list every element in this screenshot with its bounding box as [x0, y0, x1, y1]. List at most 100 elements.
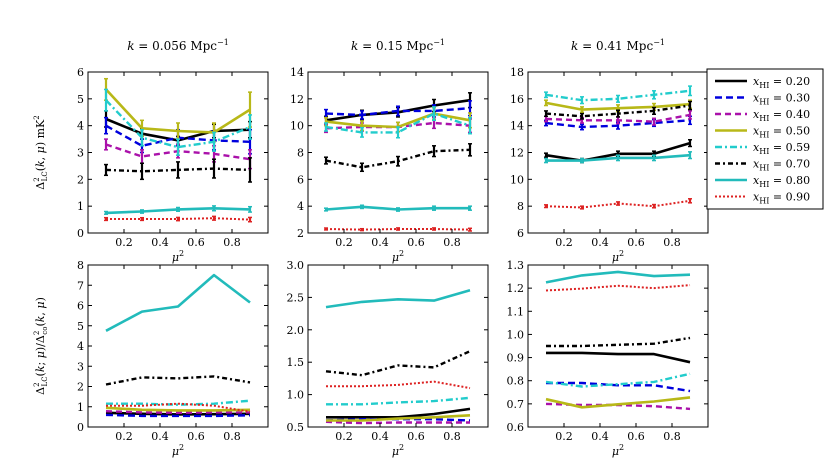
y-tick-label: 6 — [297, 173, 304, 186]
x-tick-label: 0.6 — [627, 236, 645, 249]
series-line-x080 — [325, 289, 471, 309]
x-tick-label: 0.4 — [151, 236, 169, 249]
legend-entry: xHI = 0.90 — [753, 191, 810, 206]
legend-entry: xHI = 0.80 — [753, 174, 810, 189]
series-line-x080 — [545, 270, 691, 284]
series-group — [325, 289, 471, 425]
y-tick-label: 0 — [77, 227, 84, 240]
y-tick-label: 0 — [77, 421, 84, 434]
series-line-x030 — [105, 413, 251, 418]
y-tick-label: 1.0 — [507, 328, 525, 341]
series-line-x059 — [545, 372, 691, 388]
series-line-x059 — [326, 396, 471, 406]
legend-entry: xHI = 0.40 — [753, 108, 810, 123]
x-axis-label: μ2 — [392, 443, 404, 458]
legend-box — [706, 68, 824, 210]
y-tick-label: 2.5 — [287, 291, 305, 304]
x-tick-label: 0.6 — [407, 236, 425, 249]
y-tick-label: 4 — [77, 120, 84, 133]
series-line-x040 — [105, 410, 250, 414]
panel-3: 0.2 0.4 0.6 0.8 6 8 10 12 14 16 18 μ2 k = 0.41 Mpc−1 — [510, 38, 709, 264]
y-tick-label: 16 — [510, 93, 524, 106]
y-tick-label: 5 — [77, 93, 84, 106]
series-line-x090 — [106, 402, 251, 413]
series-group — [105, 273, 251, 418]
x-tick-label: 0.2 — [555, 430, 573, 443]
series-line-x070 — [105, 167, 251, 173]
x-tick-label: 0.6 — [407, 430, 425, 443]
legend-entry: xHI = 0.50 — [753, 125, 810, 140]
x-tick-label: 0.4 — [591, 236, 609, 249]
x-tick-label: 0.6 — [187, 236, 205, 249]
y-tick-label: 12 — [290, 93, 304, 106]
legend-entry: xHI = 0.30 — [753, 92, 810, 107]
y-tick-label: 3 — [77, 360, 84, 373]
series-line-x070 — [105, 375, 251, 386]
series-line-x080 — [105, 273, 251, 332]
series-line-x090 — [545, 284, 691, 292]
y-tick-label: 1.0 — [287, 389, 305, 402]
y-tick-label: 0.8 — [507, 375, 525, 388]
y-tick-label: 18 — [510, 66, 524, 79]
y-tick-label: 6 — [77, 66, 84, 79]
y-axis-label: Δ2LC(k, μ) mK2 — [33, 115, 49, 189]
y-tick-label: 0.6 — [507, 421, 525, 434]
y-tick-label: 2 — [77, 173, 84, 186]
y-tick-label: 1 — [77, 200, 84, 213]
x-tick-label: 0.8 — [443, 236, 461, 249]
x-tick-label: 0.4 — [591, 430, 609, 443]
series-line-x059 — [106, 399, 251, 406]
axes-frame — [527, 264, 709, 428]
x-tick-label: 0.2 — [335, 430, 353, 443]
panel-2: 0.2 0.4 0.6 0.8 2 4 6 8 10 12 14 μ2 k = 0.15 Mpc−1 — [290, 38, 489, 264]
panel-1: 0.2 0.4 0.6 0.8 0 1 2 3 4 5 6 μ2 k = 0.056 Mpc−1 Δ2LC… — [33, 38, 269, 264]
y-tick-label: 2.0 — [287, 324, 305, 337]
x-tick-label: 0.4 — [371, 236, 389, 249]
y-axis-label: Δ2LC(k; μ)/Δ2co(k, μ) — [33, 297, 49, 395]
legend-entry: xHI = 0.59 — [753, 141, 810, 156]
x-axis-label: μ2 — [612, 249, 624, 264]
y-tick-label: 1 — [77, 401, 84, 414]
series-line-x050 — [105, 406, 251, 412]
y-tick-label: 14 — [290, 66, 304, 79]
series-line-x070 — [546, 336, 691, 348]
series-line-x020 — [546, 351, 691, 364]
y-tick-label: 1.3 — [507, 259, 525, 272]
y-tick-label: 1.2 — [507, 282, 525, 295]
x-tick-label: 0.4 — [151, 430, 169, 443]
x-tick-label: 0.2 — [115, 430, 133, 443]
x-tick-label: 0.8 — [443, 430, 461, 443]
y-tick-label: 0.9 — [507, 352, 525, 365]
series-line-x050 — [326, 414, 471, 422]
y-tick-label: 10 — [290, 120, 304, 133]
panel-5: 0.2 0.4 0.6 0.8 0.5 1.0 1.5 2.0 2.5 3.0 μ2 — [287, 259, 489, 458]
series-group — [545, 270, 691, 411]
legend-entry: xHI = 0.20 — [753, 75, 810, 90]
series-group — [104, 77, 252, 223]
series-line-x070 — [325, 350, 471, 377]
panel-4: 0.2 0.4 0.6 0.8 0 1 2 3 4 5 6 7 8 μ2 Δ2LC(k; μ)/Δ2co(k… — [33, 259, 269, 458]
y-tick-label: 1.5 — [287, 356, 305, 369]
axes-frame — [87, 264, 269, 428]
y-tick-label: 3 — [77, 147, 84, 160]
y-tick-label: 10 — [510, 173, 524, 186]
x-tick-label: 0.2 — [555, 236, 573, 249]
x-tick-label: 0.4 — [371, 430, 389, 443]
series-line-x090 — [326, 380, 471, 390]
series-line-x070 — [545, 104, 691, 118]
series-line-x059 — [325, 112, 471, 134]
y-tick-label: 8 — [297, 147, 304, 160]
y-tick-label: 0.7 — [507, 398, 525, 411]
panel-title: k = 0.15 Mpc−1 — [351, 38, 445, 53]
x-axis-label: μ2 — [612, 443, 624, 458]
x-tick-label: 0.6 — [627, 430, 645, 443]
series-line-x059 — [105, 99, 251, 149]
series-group — [324, 92, 472, 232]
panel-6: 0.2 0.4 0.6 0.8 0.6 0.7 0.8 0.9 1.0 1.1 1.2 1.3 μ2 — [507, 259, 709, 458]
x-tick-label: 0.8 — [663, 236, 681, 249]
x-axis-label: μ2 — [392, 249, 404, 264]
axes-frame — [307, 264, 489, 428]
y-tick-label: 8 — [77, 259, 84, 272]
